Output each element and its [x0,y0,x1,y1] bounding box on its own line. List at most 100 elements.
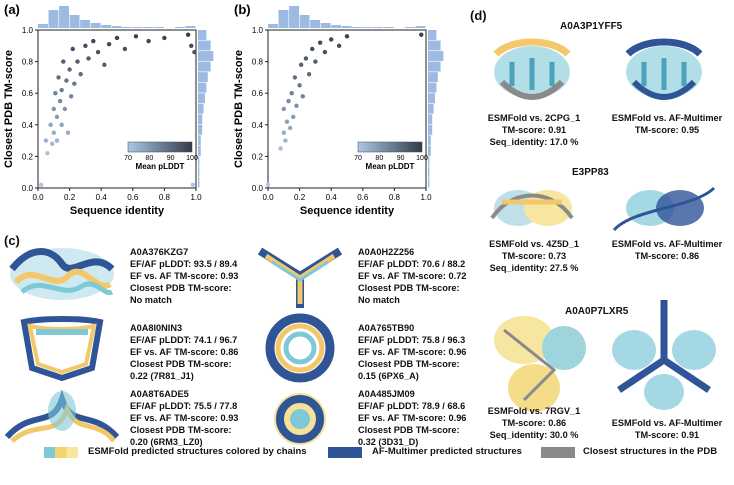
data-point [336,43,342,48]
histogram-bar-top [415,26,426,28]
caption-line: TM-score: 0.86 [634,251,700,261]
entry-A0A765TB90: A0A765TB90 EF/AF pLDDT: 75.8 / 96.3 EF v… [358,322,466,382]
scatter-chart-a: (a) 0.0 0.2 0.4 0.6 0.8 1.0 0.0 0.2 0.4 0.6 0.8 1.0 S… [3,2,214,217]
entry-id: A0A765TB90 [358,323,415,333]
structure-E3PP83-vs-pdb [490,190,574,226]
entry-pdb-label: Closest PDB TM-score: [130,359,232,369]
data-point [162,35,167,41]
data-point [344,34,350,39]
data-point [298,62,304,67]
entry-plddt: EF/AF pLDDT: 78.9 / 68.6 [358,401,466,411]
entry-pdb-label: Closest PDB TM-score: [130,283,232,293]
data-point [133,34,139,39]
caption-afm: ESMFold vs. AF-Multimer TM-score: 0.91 [604,417,730,441]
entry-pdb-value: 0.32 (3D31_D) [358,437,419,447]
colorbar-tick-label: 100 [186,155,198,162]
histogram-bar-right [428,103,434,114]
data-point [86,56,91,61]
histogram-bar-top [341,26,352,28]
pdb-swatch [541,447,575,458]
histogram-bar-right [428,72,438,83]
histogram-bar-right [428,166,430,177]
data-point [102,62,107,67]
y-tick-label: 0.2 [22,152,34,161]
data-point [300,94,305,99]
entry-plddt: EF/AF pLDDT: 75.5 / 77.8 [130,401,238,411]
x-tick-label: 0.2 [64,193,76,202]
data-point [291,114,296,120]
data-point [289,91,294,96]
data-point [54,138,60,143]
entry-A0A376KZG7: A0A376KZG7 EF/AF pLDDT: 93.5 / 89.4 EF v… [130,246,238,306]
histogram-bar-top [268,24,278,28]
data-point [146,38,151,44]
x-tick-label: 0.8 [159,193,171,202]
entry-tm: EF vs. AF TM-score: 0.96 [358,347,467,357]
structure-A0A485JM09 [274,393,326,445]
entry-plddt: EF/AF pLDDT: 93.5 / 89.4 [130,259,238,269]
data-point [54,114,60,120]
y-tick-label: 0.4 [252,121,264,130]
y-tick-label: 0.2 [252,152,264,161]
histogram-bar-right [198,93,205,104]
caption-afm: ESMFold vs. AF-Multimer TM-score: 0.95 [604,112,730,136]
data-point [59,122,64,128]
colorbar-title: Mean pLDDT [136,162,185,171]
histogram-bar-top [111,26,122,28]
histogram-bar-right [428,30,437,40]
histogram-bar-right [428,145,431,156]
structure-A0A765TB90 [265,313,335,383]
histogram-bar-top [299,15,310,28]
entry-tm: EF vs. AF TM-score: 0.93 [130,413,239,423]
histogram-bar-right [428,40,441,51]
structure-A0A3P1YFF5-vs-pdb [493,38,571,100]
entry-plddt: EF/AF pLDDT: 70.6 / 88.2 [358,259,466,269]
data-point [297,83,302,88]
data-point [50,141,55,146]
data-point [91,38,96,44]
entry-pdb-label: Closest PDB TM-score: [358,359,460,369]
data-point [278,146,283,151]
structure-A0A0H2Z256 [257,247,343,308]
afm-swatch [328,447,362,458]
histogram-bar-top [373,27,384,28]
histogram-bar-top [185,26,196,28]
entry-A0A8T6ADE5: A0A8T6ADE5 EF/AF pLDDT: 75.5 / 77.8 EF v… [130,388,238,448]
entry-plddt: EF/AF pLDDT: 74.1 / 96.7 [130,335,238,345]
histogram-bar-right [428,124,433,135]
histogram-bar-right [428,177,430,188]
histogram-bar-top [122,27,133,28]
data-point [190,182,196,188]
y-tick-label: 0.0 [22,184,34,193]
histogram-bar-right [198,177,200,188]
protein-title: E3PP83 [572,167,609,178]
data-point [48,122,53,128]
data-point [38,182,44,188]
caption-line: TM-score: 0.91 [501,125,567,135]
histogram-bar-right [198,114,203,125]
colorbar [357,141,423,153]
data-point [265,182,271,188]
entry-id: A0A8T6ADE5 [130,389,189,399]
data-point [83,43,88,48]
y-tick-label: 1.0 [22,26,34,35]
histogram-bar-top [383,27,394,28]
histogram-bar-right [198,135,201,146]
data-point [317,40,323,45]
scatter-chart-b: (b) 0.0 0.2 0.4 0.6 0.8 1.0 0.0 0.2 0.4 0.6 0.8 1.0 S… [233,2,444,217]
data-point [64,78,69,83]
panel-b: (b) 0.0 0.2 0.4 0.6 0.8 1.0 0.0 0.2 0.4 0.6 0.8 1.0 S… [230,0,460,230]
histogram-bar-top [143,27,154,28]
histogram-bar-right [198,30,207,40]
data-point [419,32,424,37]
colorbar-tick-label: 70 [354,155,362,162]
histogram-bar-right [428,156,430,167]
protein-title: A0A0P7LXR5 [565,306,629,317]
caption-line: ESMFold vs. 7RGV_1 [487,406,581,416]
plot-frame [267,29,427,189]
colorbar-tick-label: 80 [375,155,383,162]
data-point [122,46,128,52]
data-point [281,106,286,112]
entry-id: A0A376KZG7 [130,247,189,257]
entry-id: A0A8I0NIN3 [130,323,183,333]
